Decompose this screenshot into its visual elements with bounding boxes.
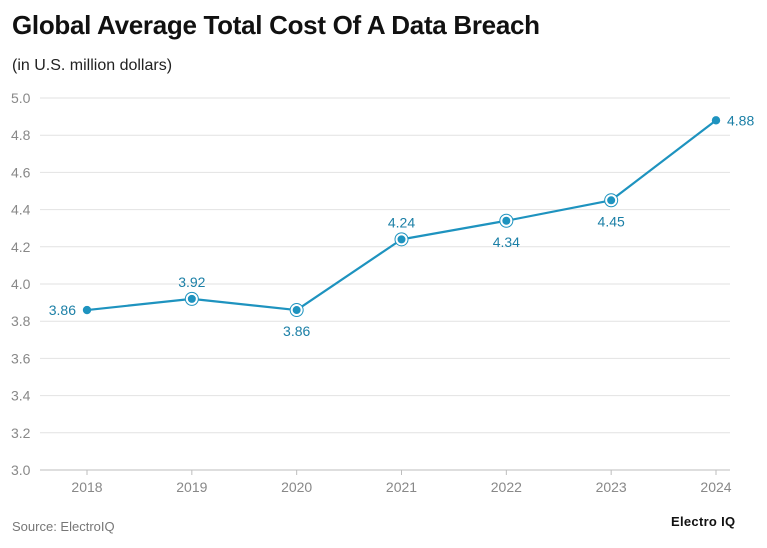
y-tick-label: 3.0	[11, 462, 31, 478]
brand-logo: Electro IQ	[671, 514, 736, 529]
data-point	[502, 216, 511, 225]
y-tick-label: 5.0	[11, 90, 31, 106]
y-tick-label: 4.2	[11, 239, 31, 255]
data-labels: 3.86 3.92 3.86 4.24 4.34 4.45 4.88	[49, 112, 755, 339]
data-label: 4.34	[493, 234, 520, 250]
y-tick-label: 3.8	[11, 313, 31, 329]
y-axis-ticks: 3.0 3.2 3.4 3.6 3.8 4.0 4.2 4.4 4.6 4.8 5.0	[11, 90, 31, 478]
y-tick-label: 4.8	[11, 127, 31, 143]
data-label: 3.92	[178, 274, 205, 290]
x-tick-label: 2024	[700, 479, 731, 495]
y-tick-label: 3.4	[11, 388, 31, 404]
y-tick-label: 3.2	[11, 425, 31, 441]
grid-lines	[40, 97, 730, 471]
data-label: 3.86	[49, 302, 76, 318]
x-tick-label: 2022	[491, 479, 522, 495]
data-label: 3.86	[283, 323, 310, 339]
data-point	[397, 235, 406, 244]
data-label: 4.45	[598, 213, 625, 229]
x-tick-label: 2019	[176, 479, 207, 495]
data-point	[82, 305, 92, 315]
data-label: 4.24	[388, 214, 415, 230]
y-tick-label: 3.6	[11, 350, 31, 366]
chart-subtitle: (in U.S. million dollars)	[12, 57, 173, 74]
x-tick-label: 2023	[596, 479, 627, 495]
data-points	[82, 116, 721, 318]
x-tick-label: 2021	[386, 479, 417, 495]
chart-title: Global Average Total Cost Of A Data Brea…	[12, 10, 540, 40]
y-tick-label: 4.6	[11, 164, 31, 180]
y-tick-label: 4.0	[11, 276, 31, 292]
data-point	[711, 116, 721, 125]
data-point	[187, 294, 196, 303]
y-tick-label: 4.4	[11, 202, 31, 218]
x-tick-label: 2020	[281, 479, 312, 495]
source-note: Source: ElectroIQ	[12, 519, 115, 534]
x-tick-label: 2018	[71, 479, 102, 495]
data-point	[292, 306, 301, 315]
x-axis-ticks: 2018 2019 2020 2021 2022 2023 2024	[71, 470, 732, 495]
data-point	[607, 196, 616, 205]
data-label: 4.88	[727, 112, 754, 128]
